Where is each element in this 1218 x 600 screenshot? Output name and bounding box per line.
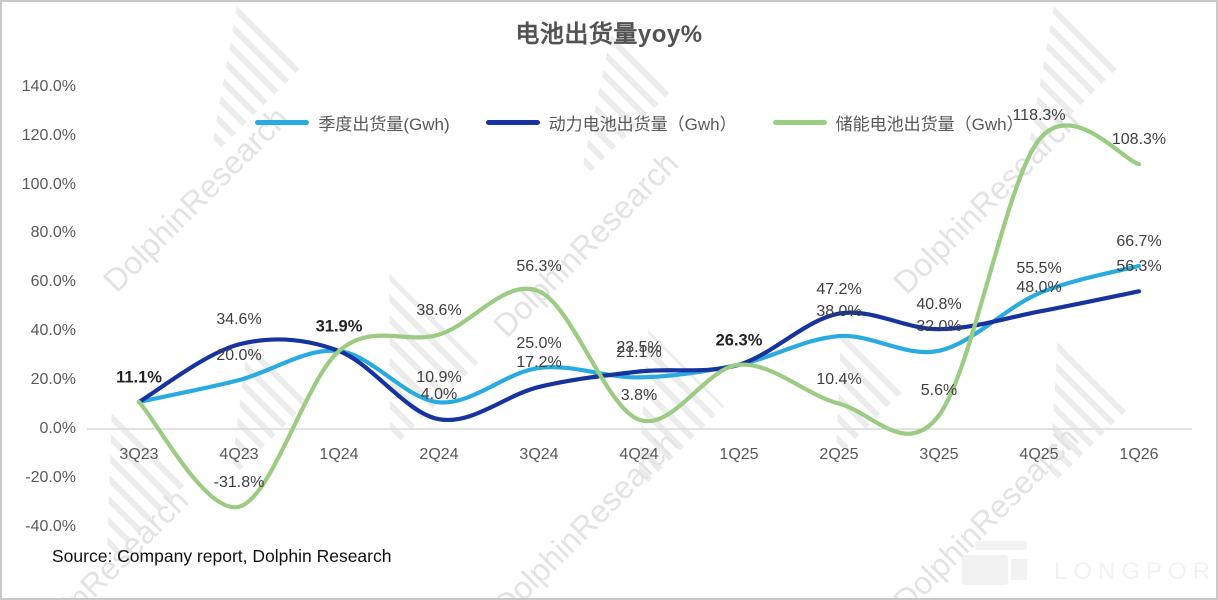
legend-swatch-storage [772,120,827,125]
chart-title: 电池出货量yoy% [2,14,1216,49]
longport-bubble-icon [962,555,1008,585]
series-line-2 [136,123,1142,510]
chart-title-cn: 电池出货量 [515,22,638,48]
legend-swatch-quarterly [255,120,310,125]
source-note: Source: Company report, Dolphin Research [52,546,392,566]
longport-square-icon [1011,559,1027,580]
legend-label: 储能电池出货量（Gwh） [835,115,1024,134]
legend-swatch-power [485,120,540,125]
longport-logo: LONGPORT [960,536,1216,592]
legend-item-quarterly: 季度出货量(Gwh) [255,110,450,135]
legend-item-storage: 储能电池出货量（Gwh） [772,110,1024,135]
series-line-1 [136,289,1142,423]
series-line-0 [136,263,1142,405]
legend-label: 季度出货量(Gwh) [318,115,450,134]
longport-logo-text: LONGPORT [1054,558,1216,585]
legend-label: 动力电池出货量（Gwh） [548,115,737,134]
longport-bar-icon [975,541,1027,550]
legend: 季度出货量(Gwh) 动力电池出货量（Gwh） 储能电池出货量（Gwh） [87,110,1192,135]
chart-title-suffix: yoy% [637,21,703,48]
legend-item-power: 动力电池出货量（Gwh） [485,110,737,135]
